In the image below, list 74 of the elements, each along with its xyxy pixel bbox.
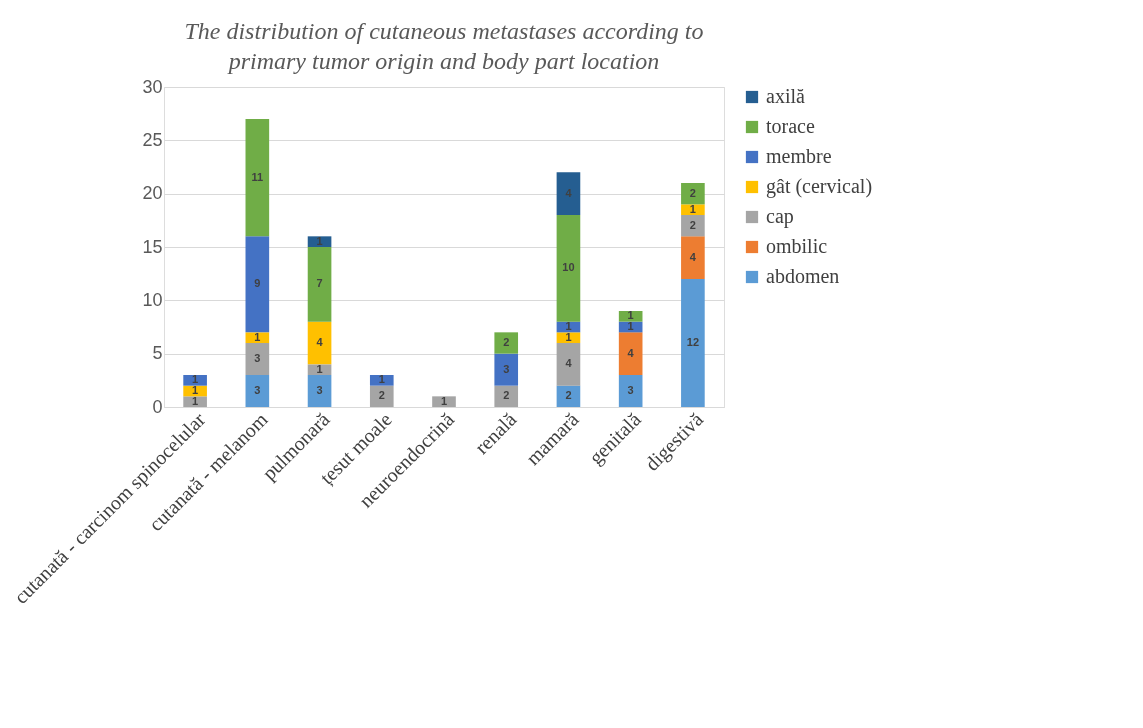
bar [681,215,705,237]
data-label: 1 [565,320,572,332]
bar [618,332,643,375]
bar [245,236,270,333]
bar [494,332,519,354]
data-label: 4 [565,357,573,370]
y-tick-label: 15 [142,236,163,257]
data-label: 3 [254,352,261,364]
bar [556,172,581,215]
data-label: 2 [503,336,510,348]
bar [681,279,705,407]
data-label: 11 [251,170,264,183]
data-label: 1 [565,330,572,343]
legend-label: abdomen [766,265,840,287]
data-label: 9 [254,277,261,290]
legend-label: ombilic [766,235,828,257]
data-label: 3 [254,384,261,396]
data-label: 1 [192,373,199,386]
data-label: 1 [627,320,634,332]
bar [183,396,207,407]
data-label: 1 [316,362,323,375]
bar [556,343,581,386]
y-tick-label: 25 [142,129,163,150]
bar [183,375,207,386]
bar [494,353,519,386]
data-label: 4 [316,336,324,348]
data-label: 1 [316,234,323,247]
bar [681,183,705,205]
bar [369,385,394,407]
chart-title: The distribution of cutaneous metastases according to primary tumor origin and body part location [184,18,704,74]
bar [681,204,705,215]
data-label: 2 [565,389,572,402]
data-label: 4 [565,186,573,199]
y-tick-label: 5 [152,343,163,364]
data-label: 1 [689,202,696,215]
y-tick-label: 20 [142,183,163,204]
data-label: 1 [627,309,634,322]
legend-label: cap [766,205,794,228]
bar [307,321,332,365]
legend-label: membre [766,145,832,167]
data-label: 1 [440,394,448,407]
data-label: 4 [689,250,697,263]
data-label: 10 [562,261,575,274]
legend-label: torace [766,115,815,137]
data-label: 2 [689,218,696,231]
bar [618,375,643,407]
bar [494,385,519,407]
data-label: 12 [686,336,700,348]
bar [681,236,705,279]
data-label: 1 [192,384,199,396]
data-label: 3 [316,384,323,396]
data-label: 1 [378,373,385,386]
data-label: 2 [503,389,510,402]
bar [556,215,581,322]
bar [245,119,270,237]
data-label: 1 [254,330,261,343]
data-label: 1 [192,394,199,407]
data-label: 2 [689,186,696,199]
data-label: 7 [316,277,323,290]
y-tick-label: 10 [142,289,163,310]
bar [245,343,270,375]
y-tick-label: 30 [142,76,163,97]
legend-label: gât (cervical) [766,175,873,198]
bar [432,396,456,407]
bar [369,375,394,386]
data-label: 2 [378,389,385,402]
data-label: 4 [627,346,635,359]
legend-label: axilă [766,85,805,107]
y-tick-label: 0 [152,396,163,417]
bar [307,375,332,407]
data-label: 3 [503,362,510,375]
data-label: 3 [627,384,634,396]
bar [307,247,332,322]
bar [245,375,270,407]
